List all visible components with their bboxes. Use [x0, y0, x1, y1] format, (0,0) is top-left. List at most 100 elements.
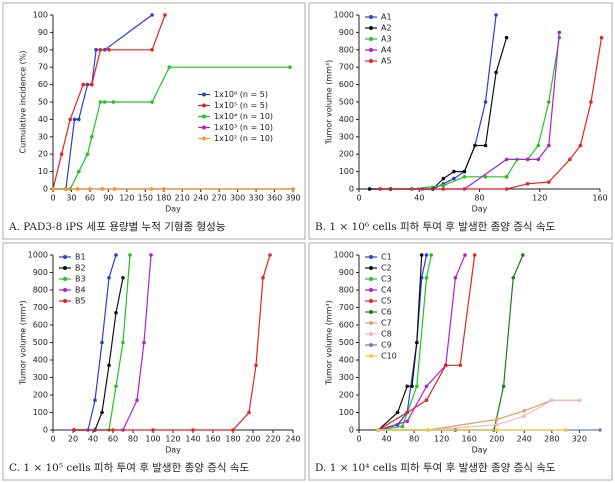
y-tick-label: 400	[339, 356, 354, 365]
data-point	[51, 187, 55, 191]
legend-marker	[369, 15, 373, 19]
data-point	[114, 384, 118, 389]
x-tick-label: 0	[356, 194, 361, 203]
data-point	[494, 70, 498, 75]
legend-marker	[63, 255, 67, 259]
x-axis-label: Day	[472, 205, 488, 214]
data-point	[504, 157, 509, 162]
y-tick-label: 30	[38, 132, 48, 141]
data-point	[89, 135, 94, 139]
x-tick-label: 40	[88, 435, 98, 444]
data-point	[494, 417, 499, 422]
data-point	[150, 100, 154, 104]
data-point	[483, 175, 488, 179]
data-point	[135, 398, 139, 403]
y-tick-label: 500	[339, 338, 354, 347]
x-tick-label: 180	[225, 435, 240, 444]
data-point	[424, 253, 429, 257]
x-tick-label: 120	[165, 435, 180, 444]
y-tick-label: 600	[33, 321, 48, 330]
legend-marker	[369, 343, 373, 347]
x-tick-label: 100	[145, 435, 160, 444]
x-tick-label: 90	[103, 194, 113, 203]
legend-label: C9	[381, 341, 392, 350]
series-line	[378, 254, 524, 431]
data-point	[501, 384, 506, 389]
x-tick-label: 390	[285, 194, 300, 203]
x-tick-label: 200	[489, 435, 504, 444]
data-point	[149, 253, 153, 257]
data-point	[100, 187, 105, 191]
legend-label: C10	[381, 352, 397, 361]
legend-marker	[202, 125, 206, 130]
data-point	[151, 428, 155, 432]
x-tick-label: 270	[212, 194, 227, 203]
data-point	[443, 363, 448, 368]
panel-border	[2, 242, 306, 481]
caption: D. 1 × 10⁴ cells 피하 투여 후 발생한 종양 증식 속도	[315, 461, 556, 474]
data-point	[504, 175, 509, 179]
x-tick-label: 300	[230, 194, 245, 203]
x-tick-label: 330	[248, 194, 263, 203]
data-point	[563, 428, 568, 432]
x-tick-label: 20	[68, 435, 78, 444]
x-axis-label: Day	[472, 446, 488, 455]
y-tick-label: 1000	[334, 251, 354, 260]
series-line	[377, 254, 476, 431]
data-point	[463, 253, 467, 257]
y-tick-label: 0	[43, 426, 48, 435]
data-point	[462, 169, 467, 174]
data-point	[405, 384, 410, 389]
legend-label: 1x10² (n = 10)	[214, 134, 273, 143]
y-tick-label: 600	[339, 321, 354, 330]
legend-label: A3	[381, 35, 392, 44]
data-point	[376, 428, 381, 432]
data-point	[150, 13, 154, 17]
x-tick-label: 240	[193, 194, 208, 203]
data-point	[599, 35, 604, 40]
data-point	[142, 340, 146, 345]
data-point	[163, 13, 167, 17]
data-point	[400, 424, 405, 429]
y-tick-label: 400	[33, 356, 48, 365]
y-tick-label: 900	[339, 28, 354, 37]
y-tick-label: 70	[38, 63, 48, 72]
y-tick-label: 100	[33, 11, 48, 20]
data-point	[111, 100, 116, 104]
data-point	[405, 419, 410, 424]
series-line	[380, 37, 560, 190]
data-point	[77, 117, 81, 122]
y-tick-label: 800	[339, 286, 354, 295]
x-tick-label: 240	[517, 435, 532, 444]
data-point	[107, 275, 111, 280]
data-point	[114, 253, 118, 257]
data-point	[59, 152, 64, 156]
data-point	[191, 428, 195, 432]
data-point	[415, 340, 419, 345]
y-tick-label: 300	[339, 132, 354, 141]
y-tick-label: 800	[339, 45, 354, 54]
data-point	[81, 82, 85, 87]
y-tick-label: 90	[38, 28, 48, 37]
legend-label: B2	[75, 264, 86, 273]
x-tick-label: 60	[85, 194, 95, 203]
legend-label: C7	[381, 319, 392, 328]
y-tick-label: 600	[339, 80, 354, 89]
data-point	[77, 169, 81, 174]
x-tick-label: 80	[474, 194, 484, 203]
data-point	[441, 183, 446, 188]
data-point	[578, 143, 583, 148]
data-point	[367, 187, 372, 191]
legend-label: A4	[381, 46, 392, 55]
data-point	[291, 187, 295, 191]
data-point	[63, 187, 68, 191]
y-tick-label: 1000	[334, 11, 354, 20]
y-tick-label: 20	[38, 150, 48, 159]
data-point	[536, 157, 541, 162]
legend-label: C5	[381, 297, 392, 306]
legend-label: B3	[75, 275, 86, 284]
data-point	[410, 384, 414, 389]
data-point	[483, 143, 488, 148]
data-point	[98, 100, 103, 104]
legend-label: B5	[75, 297, 86, 306]
